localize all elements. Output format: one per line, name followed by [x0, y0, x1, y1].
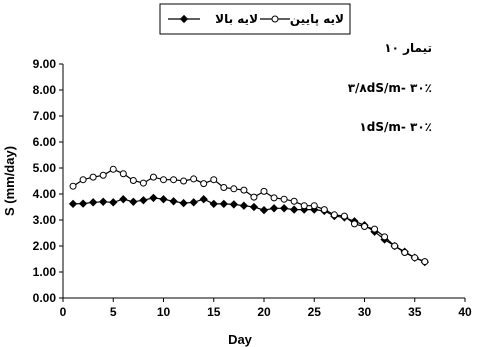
series-2: [69, 165, 429, 266]
y-tick-label: 0.00: [33, 291, 57, 305]
series-2-point: [300, 202, 308, 210]
legend-label-2: لایه پایین: [290, 12, 344, 26]
series-2-point: [361, 223, 368, 230]
legend: لایه بالا لایه پایین: [168, 12, 344, 26]
series-2-point: [260, 187, 268, 195]
y-tick-label: 1.00: [33, 265, 57, 279]
y-tick-label: 4.00: [33, 187, 57, 201]
series-2-point: [320, 206, 328, 214]
series-layer: [68, 165, 429, 267]
series-1-point: [249, 202, 259, 212]
series-2-point: [210, 176, 218, 184]
x-tick-label: 25: [308, 305, 322, 319]
y-axis-title: S (mm/day): [2, 146, 17, 216]
series-2-point: [310, 202, 318, 210]
series-2-point: [230, 185, 238, 193]
series-2-point: [190, 175, 198, 183]
x-tick-label: 5: [110, 305, 117, 319]
series-2-point: [89, 173, 97, 181]
series-2-point: [250, 193, 258, 201]
series-1-point: [78, 199, 88, 208]
annotation-treatment: تیمار ۱۰: [384, 41, 432, 55]
series-2-point: [200, 180, 208, 188]
series-2-point: [79, 176, 87, 184]
series-1-point: [149, 193, 158, 203]
series-2-point: [350, 220, 358, 228]
series-2-point: [129, 176, 137, 184]
series-2-point: [99, 171, 107, 179]
legend-marker-1: [179, 14, 189, 24]
series-1-point: [229, 200, 239, 209]
y-tick-label: 9.00: [33, 57, 57, 71]
series-2-point: [220, 184, 228, 191]
y-tick-label: 3.00: [33, 213, 57, 227]
y-tick-label: 8.00: [33, 83, 57, 97]
legend-marker-2: [271, 15, 279, 23]
series-2-point: [421, 258, 429, 266]
series-1-point: [159, 195, 168, 204]
series-2-point: [270, 194, 278, 202]
series-1-point: [189, 198, 198, 207]
x-tick-label: 15: [207, 305, 221, 319]
y-tick-label: 2.00: [33, 239, 57, 253]
y-tick-label: 5.00: [33, 161, 57, 175]
series-2-point: [69, 182, 77, 190]
series-2-point: [391, 242, 399, 250]
series-2-point: [170, 176, 178, 184]
series-1-point: [68, 199, 78, 209]
series-2-point: [119, 170, 127, 178]
annotation-bottom-layer-condition: ۱dS/m- ۳۰٪: [359, 120, 432, 134]
x-axis-title: Day: [228, 332, 253, 347]
series-1-point: [109, 198, 118, 207]
series-1-point: [88, 198, 98, 207]
series-1-point: [169, 197, 178, 206]
series-2-point: [330, 211, 338, 219]
x-tick-label: 40: [458, 305, 472, 319]
series-1-point: [279, 204, 289, 213]
series-1-point: [179, 198, 188, 208]
series-1-point: [139, 196, 148, 205]
series-2-point: [381, 233, 389, 241]
annotation-top-layer-condition: ۳/۸dS/m- ۳۰٪: [348, 81, 432, 95]
series-1-point: [119, 195, 128, 204]
series-1-point: [259, 205, 269, 215]
series-1-point: [129, 197, 138, 206]
y-tick-label: 6.00: [33, 135, 57, 149]
x-axis-ticks: 0 5 10 15 20 25 30 35 40: [60, 298, 472, 319]
series-1-point: [199, 195, 208, 204]
x-tick-label: 35: [408, 305, 422, 319]
series-1-point: [99, 197, 108, 206]
x-tick-label: 20: [257, 305, 271, 319]
series-2-point: [180, 177, 188, 185]
series-1-point: [239, 201, 249, 210]
y-tick-label: 7.00: [33, 109, 57, 123]
series-2-point: [371, 225, 379, 233]
series-2-point: [149, 173, 157, 181]
series-1-point: [269, 204, 279, 213]
series-2-point: [411, 254, 419, 262]
series-2-point: [160, 176, 167, 184]
x-tick-label: 10: [157, 305, 171, 319]
x-tick-label: 30: [358, 305, 372, 319]
series-2-point: [280, 195, 288, 203]
series-1-point: [209, 199, 218, 209]
series-1-point: [219, 199, 228, 209]
series-2-point: [340, 212, 348, 220]
y-axis-ticks: 0.00 1.00 2.00 3.00 4.00 5.00 6.00 7.00 8.00 9.00: [33, 57, 63, 305]
legend-label-1: لایه بالا: [215, 12, 258, 26]
series-2-point: [139, 179, 147, 187]
x-tick-label: 0: [60, 305, 67, 319]
series-2-point: [240, 186, 248, 194]
series-2-point: [290, 197, 298, 205]
series-2-point: [109, 165, 117, 173]
series-2-point: [401, 249, 409, 256]
series-2-line: [72, 168, 426, 263]
series-1-point: [289, 205, 299, 214]
